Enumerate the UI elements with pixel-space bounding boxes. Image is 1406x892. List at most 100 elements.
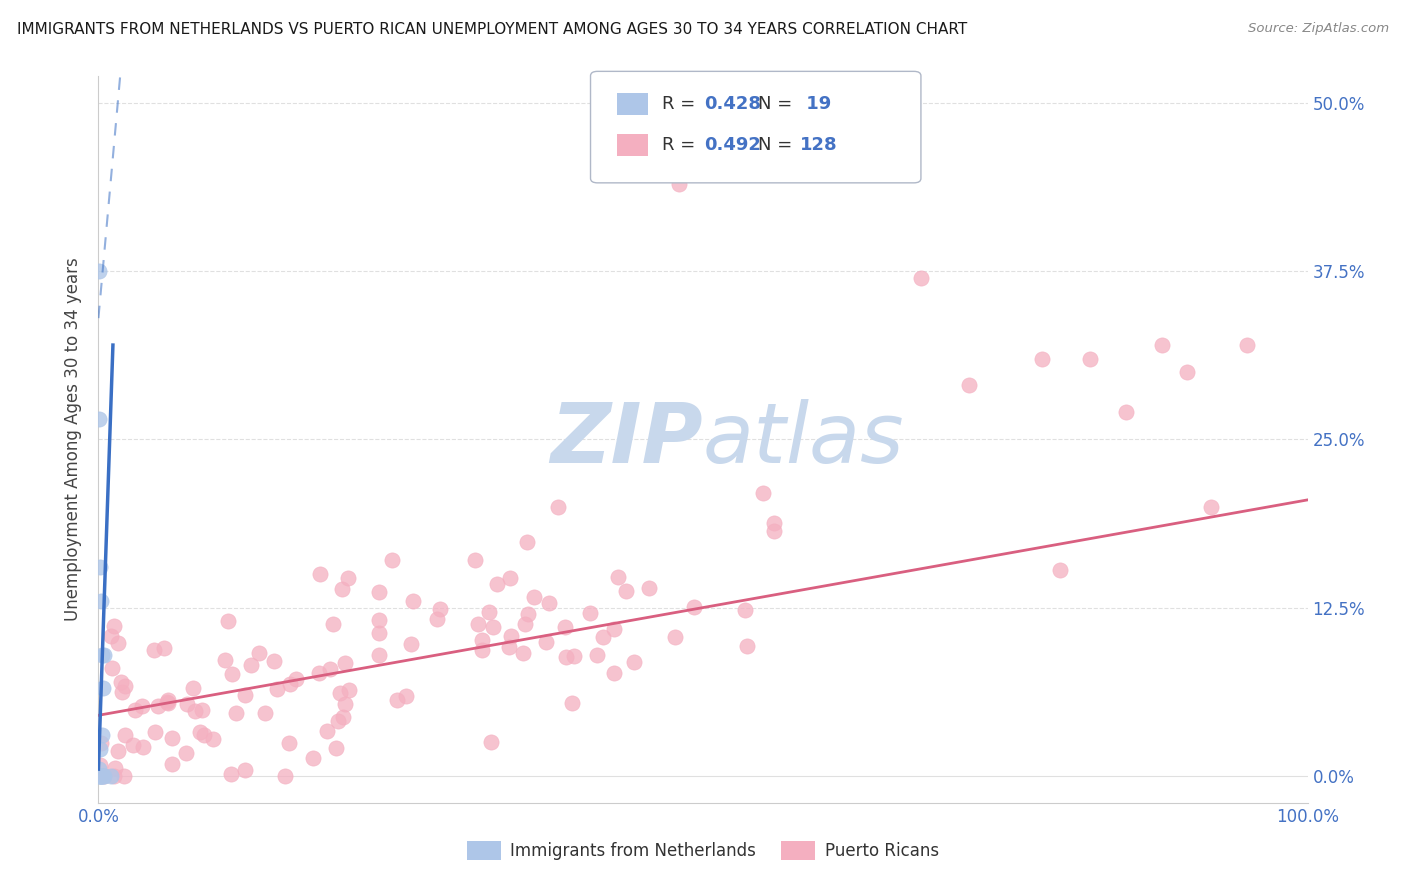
Point [143, 642, 166, 657]
Point [217, 615, 239, 629]
Point [263, 654, 285, 668]
Point [368, 625, 391, 640]
Point [368, 613, 391, 627]
Text: 19: 19 [800, 95, 831, 113]
Point [191, 702, 214, 716]
Point [337, 682, 360, 697]
Point [131, 698, 153, 713]
Point [586, 648, 609, 662]
Point [148, 699, 170, 714]
Point [367, 648, 389, 662]
Point [90, 769, 112, 783]
Point [274, 769, 297, 783]
Point [157, 696, 180, 710]
Point [110, 674, 132, 689]
Point [114, 728, 136, 742]
Point [762, 516, 785, 530]
Point [399, 636, 422, 650]
Point [233, 688, 256, 702]
Point [253, 706, 276, 720]
Point [89, 742, 111, 756]
Point [333, 656, 356, 670]
Point [156, 692, 179, 706]
Point [188, 725, 211, 739]
Point [752, 486, 775, 500]
Point [523, 590, 546, 604]
Point [478, 605, 501, 619]
Point [547, 500, 569, 514]
Point [498, 570, 520, 584]
Point [1236, 338, 1258, 352]
Point [122, 739, 145, 753]
Text: ZIP: ZIP [550, 399, 703, 480]
Point [325, 741, 347, 756]
Point [482, 620, 505, 634]
Point [614, 583, 637, 598]
Point [467, 617, 489, 632]
Point [143, 725, 166, 739]
Point [1049, 563, 1071, 577]
Point [957, 378, 980, 392]
Point [160, 731, 183, 746]
Point [101, 661, 124, 675]
Point [735, 640, 758, 654]
Point [160, 757, 183, 772]
Point [683, 599, 706, 614]
Point [302, 750, 325, 764]
Point [315, 724, 337, 739]
Point [534, 635, 557, 649]
Point [479, 734, 502, 748]
Point [247, 646, 270, 660]
Point [485, 577, 508, 591]
Point [395, 690, 418, 704]
Point [337, 571, 360, 585]
Point [89, 769, 111, 783]
Point [100, 769, 122, 783]
Point [233, 763, 256, 777]
Point [90, 594, 112, 608]
Point [603, 666, 626, 681]
Point [471, 642, 494, 657]
Point [385, 692, 408, 706]
Point [554, 620, 576, 634]
Point [638, 581, 661, 595]
Point [103, 769, 125, 783]
Point [91, 769, 114, 783]
Point [464, 552, 486, 566]
Point [278, 677, 301, 691]
Point [555, 649, 578, 664]
Point [425, 612, 447, 626]
Point [193, 728, 215, 742]
Point [578, 606, 600, 620]
Point [225, 706, 247, 720]
Text: R =: R = [662, 95, 702, 113]
Point [112, 769, 135, 783]
Point [734, 603, 756, 617]
Point [592, 630, 614, 644]
Point [91, 648, 114, 662]
Point [309, 567, 332, 582]
Point [89, 264, 111, 278]
Point [763, 524, 786, 538]
Point [91, 729, 114, 743]
Point [330, 582, 353, 596]
Point [221, 667, 243, 681]
Point [176, 697, 198, 711]
Point [93, 648, 115, 662]
Point [114, 679, 136, 693]
Point [1199, 500, 1222, 514]
Point [89, 560, 111, 574]
Point [107, 636, 129, 650]
Point [603, 622, 626, 636]
Point [561, 696, 583, 710]
Point [513, 616, 536, 631]
Text: 0.492: 0.492 [704, 136, 761, 154]
Point [153, 640, 176, 655]
Point [111, 685, 134, 699]
Point [104, 761, 127, 775]
Point [89, 758, 111, 772]
Text: N =: N = [758, 95, 797, 113]
Point [664, 631, 686, 645]
Point [606, 570, 628, 584]
Text: 128: 128 [800, 136, 838, 154]
